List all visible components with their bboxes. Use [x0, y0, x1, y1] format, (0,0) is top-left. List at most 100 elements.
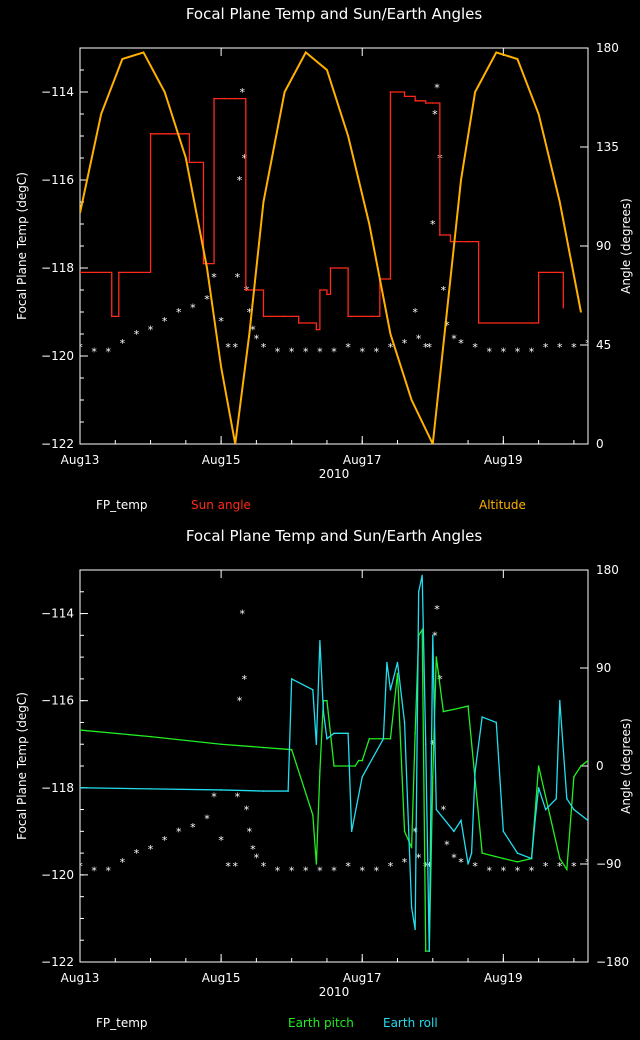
x-tick-label: Aug17 — [343, 971, 382, 985]
data-point: * — [402, 337, 408, 350]
legend-item: FP_temp — [96, 1016, 148, 1030]
data-point: * — [486, 865, 492, 878]
data-point — [573, 776, 575, 778]
data-point — [587, 819, 588, 822]
data-point: * — [437, 673, 443, 686]
data-point: * — [543, 341, 549, 354]
plot-area: * * * * * * * * * * * * * * * * * * * * * * * * * * * * * * * * * * * * * * * *… — [80, 50, 588, 444]
data-point: * — [345, 860, 351, 873]
data-point: * — [275, 865, 281, 878]
data-point: * — [232, 860, 238, 873]
data-point: * — [444, 838, 450, 851]
series-altitude-points — [80, 51, 582, 444]
data-point — [245, 289, 247, 291]
data-point: * — [134, 328, 140, 341]
data-point — [558, 699, 561, 702]
data-point: * — [359, 865, 365, 878]
data-point: * — [91, 346, 97, 359]
data-point — [460, 179, 462, 181]
data-point — [435, 656, 438, 658]
data-point — [470, 852, 473, 854]
data-point — [372, 315, 374, 318]
data-point — [421, 629, 423, 631]
data-point: * — [303, 865, 309, 878]
data-point — [403, 721, 406, 724]
data-point — [453, 830, 455, 833]
data-point: * — [289, 865, 295, 878]
data-point — [467, 240, 469, 243]
data-point: * — [444, 319, 450, 332]
data-point — [449, 240, 452, 243]
data-point — [220, 789, 222, 791]
data-point: * — [237, 174, 243, 187]
data-point: * — [148, 843, 154, 856]
data-point — [312, 814, 314, 816]
data-point: * — [303, 346, 309, 359]
data-point: * — [331, 346, 337, 359]
data-point: * — [472, 341, 478, 354]
data-point — [431, 102, 434, 104]
series-sun-angle-points — [80, 91, 565, 331]
data-point — [396, 672, 399, 675]
data-point — [573, 808, 575, 811]
data-point — [350, 830, 353, 833]
y-tick-label: −114 — [41, 85, 74, 99]
data-point: * — [148, 324, 154, 337]
data-point: * — [412, 825, 418, 838]
data-point — [558, 201, 561, 203]
chart-title: Focal Plane Temp and Sun/Earth Angles — [186, 5, 483, 23]
data-point — [410, 906, 413, 909]
data-point — [495, 51, 498, 54]
data-point — [326, 737, 328, 740]
y2-tick-label: 0 — [596, 759, 604, 773]
data-point: * — [441, 284, 447, 297]
data-point — [403, 95, 406, 98]
data-point — [389, 333, 392, 335]
data-point: * — [402, 856, 408, 869]
y2-tick-label: 90 — [596, 239, 611, 253]
legend-item: Sun angle — [191, 498, 251, 512]
data-point — [347, 732, 349, 735]
y-tick-label: −116 — [41, 173, 74, 187]
data-point — [421, 574, 423, 577]
data-point: * — [317, 346, 323, 359]
x-tick-label: Aug13 — [61, 971, 100, 985]
data-point: * — [451, 851, 457, 864]
data-point: * — [162, 315, 168, 328]
data-point — [414, 732, 416, 735]
data-point — [315, 328, 318, 331]
data-point — [333, 732, 335, 735]
data-point: * — [571, 341, 577, 354]
data-point: * — [423, 341, 429, 354]
data-point: * — [176, 306, 182, 319]
x-tick-label: Aug13 — [61, 453, 100, 467]
data-point — [453, 708, 455, 711]
y2-axis-label: Angle (degrees) — [619, 198, 633, 294]
data-point: * — [416, 851, 422, 864]
data-point — [326, 69, 328, 71]
data-point: * — [176, 825, 182, 838]
data-point: * — [289, 346, 295, 359]
legend-item: Altitude — [479, 498, 526, 512]
data-point: * — [374, 865, 380, 878]
data-point: * — [331, 865, 337, 878]
data-point — [100, 113, 102, 115]
data-point: * — [134, 847, 140, 860]
data-point: * — [247, 306, 253, 319]
data-point — [354, 765, 356, 767]
data-point: * — [434, 603, 440, 616]
series-fp-temp: * * *** *** ***** ********** * * * * * * * * * ********… — [80, 603, 591, 878]
data-point — [424, 743, 427, 746]
y-tick-label: −118 — [41, 261, 74, 275]
data-point — [340, 267, 342, 269]
series-earth-roll-points — [80, 574, 588, 952]
data-point: * — [204, 293, 210, 306]
data-point: * — [432, 629, 438, 642]
y-tick-label: −122 — [41, 955, 74, 969]
data-point — [502, 830, 505, 833]
data-point: * — [585, 856, 591, 869]
data-point — [534, 819, 536, 822]
data-point — [319, 289, 321, 291]
data-point: * — [529, 346, 535, 359]
data-point — [142, 51, 145, 54]
